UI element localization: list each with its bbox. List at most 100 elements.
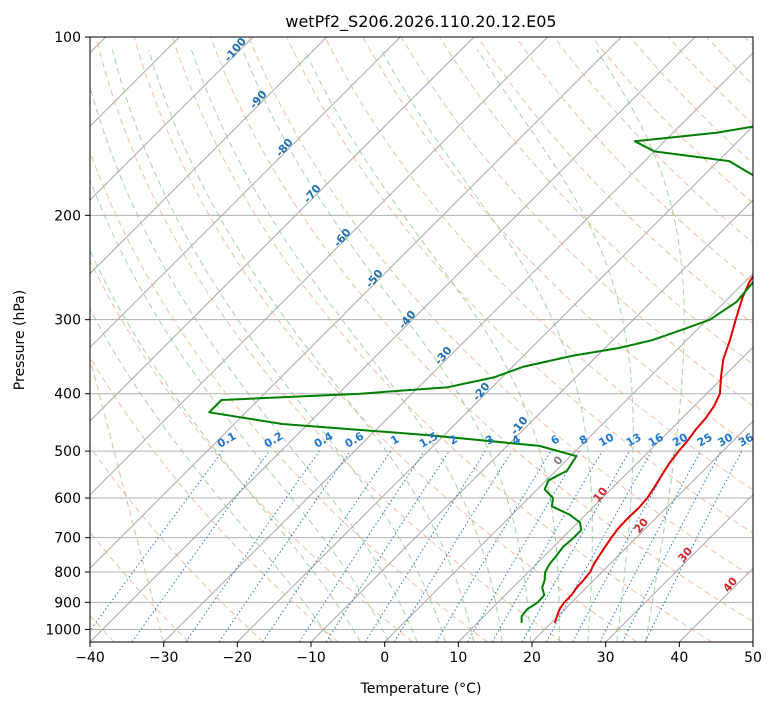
isotherm-line xyxy=(90,37,622,570)
x-tick-label: 20 xyxy=(523,650,541,666)
y-tick-label: 1000 xyxy=(45,622,81,638)
dry-adiabat-label: -100 xyxy=(221,35,249,65)
mixing-ratio-label: 20 xyxy=(670,430,690,449)
series-lines xyxy=(208,125,753,624)
moist-adiabat-line xyxy=(304,49,560,642)
mixing-ratio-label: 3 xyxy=(483,433,496,448)
mixing-ratio-line xyxy=(185,450,320,642)
y-axis-ticks: 1000 900 800 700 600 500 400 300 200 100 xyxy=(45,30,90,638)
x-axis-label: Temperature (°C) xyxy=(360,681,482,697)
y-tick-label: 800 xyxy=(54,565,81,581)
dewpoint-line xyxy=(208,125,753,623)
mixing-ratio-line xyxy=(572,450,677,642)
dry-adiabat-line xyxy=(133,37,638,642)
mixing-ratio-labels: 0.1 0.2 0.4 0.6 1 1.5 2 3 4 6 8 10 13 16 20 25 30 36 xyxy=(215,429,756,451)
mixing-ratio-label: 1.5 xyxy=(417,430,440,451)
mixing-ratio-label: 16 xyxy=(646,430,666,449)
dry-adiabat-line xyxy=(515,37,753,284)
x-tick-label: −30 xyxy=(149,650,179,666)
frost-curve xyxy=(90,356,165,642)
x-tick-label: −20 xyxy=(223,650,253,666)
moist-adiabat-line xyxy=(595,49,685,642)
y-tick-label: 200 xyxy=(54,208,81,224)
mixing-ratio-line xyxy=(325,450,450,642)
y-tick-label: 900 xyxy=(54,595,81,611)
y-tick-label: 500 xyxy=(54,444,81,460)
isotherm-line xyxy=(90,37,401,349)
mixing-ratio-label: 36 xyxy=(736,430,756,449)
x-tick-label: 50 xyxy=(744,650,762,666)
mixing-ratio-line xyxy=(393,450,513,642)
moist-adiabat-line xyxy=(476,49,634,642)
dry-adiabat-label: -80 xyxy=(273,136,296,160)
dry-adiabat-line xyxy=(629,37,753,165)
dry-adiabat-line xyxy=(95,37,563,642)
moist-adiabat-line xyxy=(148,49,475,642)
mixing-ratio-line xyxy=(491,450,603,642)
dry-adiabat-label: -60 xyxy=(331,226,354,250)
dry-adiabat-label: 40 xyxy=(720,574,740,594)
mixing-ratio-label: 0.6 xyxy=(343,429,367,450)
moist-adiabat-line xyxy=(90,84,418,642)
dry-adiabat-line xyxy=(324,37,753,491)
mixing-ratio-label: 4 xyxy=(510,432,523,447)
moist-adiabat-line xyxy=(190,49,503,642)
isotherm-line xyxy=(236,125,753,642)
isotherm-line xyxy=(90,37,696,642)
y-tick-label: 400 xyxy=(54,387,81,403)
chart-title: wetPf2_S206.2026.110.20.12.E05 xyxy=(285,12,556,32)
y-tick-label: 600 xyxy=(54,491,81,507)
dry-adiabat-line xyxy=(400,37,753,407)
moist-adiabat-line xyxy=(90,308,333,642)
background-lines xyxy=(90,37,753,642)
mixing-ratio-line xyxy=(364,450,486,642)
dry-adiabat-line xyxy=(477,37,753,325)
x-tick-label: −10 xyxy=(296,650,326,666)
mixing-ratio-label: 0.2 xyxy=(262,430,285,451)
dry-adiabat-line xyxy=(171,37,712,642)
dry-adiabat-line xyxy=(210,37,753,623)
mixing-ratio-line xyxy=(435,450,552,642)
isotherm-line xyxy=(531,420,753,642)
isotherm-line xyxy=(90,37,549,496)
dry-adiabat-line xyxy=(248,37,753,578)
moist-adiabat-line xyxy=(111,49,446,642)
dry-adiabat-label: -20 xyxy=(470,380,493,404)
mixing-ratio-line xyxy=(298,450,425,642)
x-tick-label: 10 xyxy=(449,650,467,666)
dry-adiabat-label: -30 xyxy=(432,344,455,368)
dry-adiabat-line xyxy=(90,531,190,642)
dry-adiabat-label: -90 xyxy=(247,88,270,112)
dry-adiabat-label: -10 xyxy=(508,414,531,438)
mixing-ratio-line xyxy=(545,450,653,642)
dry-adiabat-line xyxy=(90,356,339,642)
mixing-ratio-line xyxy=(218,450,351,642)
x-tick-label: 40 xyxy=(670,650,688,666)
mixing-ratio-label: 8 xyxy=(577,433,590,448)
mixing-ratio-label: 2 xyxy=(447,433,460,448)
mixing-ratio-line xyxy=(262,450,392,642)
isotherm-line xyxy=(310,199,753,642)
isotherm-line xyxy=(605,493,753,642)
isotherm-line xyxy=(457,346,753,642)
dry-adiabat-line xyxy=(90,150,488,642)
y-tick-label: 700 xyxy=(54,531,81,547)
mixing-ratio-line xyxy=(467,450,580,642)
isotherm-line xyxy=(90,37,475,422)
mixing-ratio-line xyxy=(90,450,223,632)
dry-adiabat-label: -40 xyxy=(396,308,419,332)
dry-adiabat-label: 20 xyxy=(631,515,651,535)
mixing-ratio-label: 13 xyxy=(624,431,644,450)
dry-adiabat-label: -70 xyxy=(301,182,324,206)
isotherm-line xyxy=(90,37,328,275)
mixing-ratio-label: 25 xyxy=(695,431,715,450)
moist-adiabat-line xyxy=(380,49,593,642)
y-axis-label: Pressure (hPa) xyxy=(12,290,28,390)
temperature-line xyxy=(553,274,753,624)
isotherm-line xyxy=(90,37,254,201)
isotherm-line xyxy=(678,567,753,642)
moist-adiabat-line xyxy=(242,49,532,642)
y-tick-label: 100 xyxy=(54,30,81,46)
x-tick-label: 0 xyxy=(380,650,389,666)
